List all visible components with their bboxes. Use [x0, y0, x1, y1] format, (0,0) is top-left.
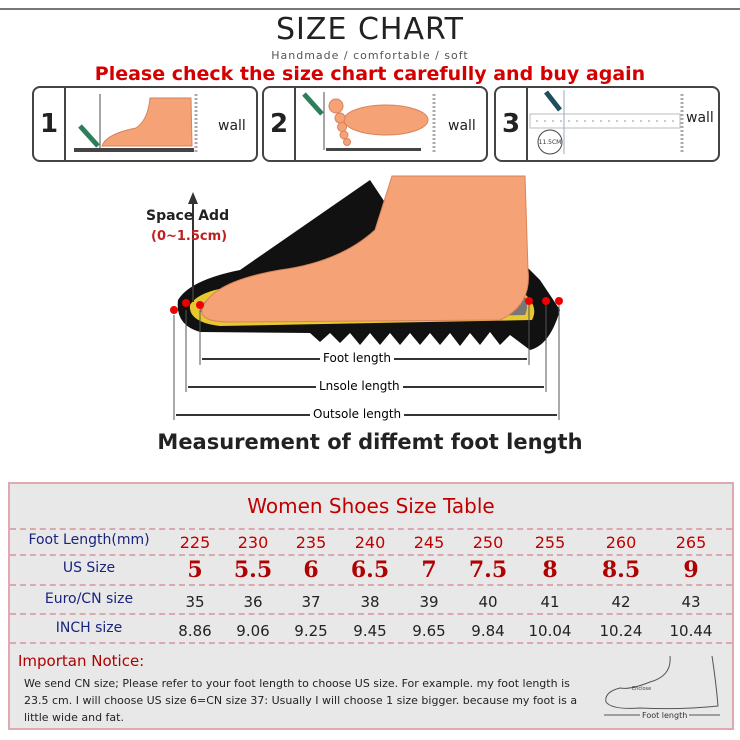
table-cell: 38: [360, 593, 380, 611]
table-cell: 245: [413, 533, 445, 552]
row-label: Euro/CN size: [44, 591, 134, 607]
step-number: 2: [264, 88, 296, 160]
row-label: US Size: [62, 560, 116, 576]
table-cell: 40: [478, 593, 498, 611]
table-cell: 9.25: [294, 622, 328, 640]
table-cell: 9.06: [236, 622, 270, 640]
notice-section: Importan Notice: We send CN size; Please…: [10, 642, 732, 730]
table-cell: 225: [179, 533, 211, 552]
table-cell: 42: [611, 593, 631, 611]
table-cell: 10.24: [599, 622, 643, 640]
wall-label: wall: [218, 118, 246, 134]
outsole-length-label: Outsole length: [310, 407, 405, 421]
space-add-label: Space Add: [146, 208, 230, 224]
table-cell: 35: [185, 593, 205, 611]
table-cell: 41: [540, 593, 560, 611]
table-cell: 6.5: [350, 557, 390, 583]
table-row-us-size: US Size 5 5.5 6 6.5 7 7.5 8 8.5 9: [10, 554, 732, 585]
table-cell: 250: [472, 533, 504, 552]
step-1-panel: 1 wall: [32, 86, 258, 162]
foot-sketch-icon: Enclose: [604, 655, 720, 716]
table-cell: 10.04: [528, 622, 572, 640]
table-cell: 43: [681, 593, 701, 611]
table-cell: 7: [421, 557, 437, 583]
warning-text: Please check the size chart carefully an…: [94, 63, 646, 85]
table-cell: 265: [675, 533, 707, 552]
table-cell: 36: [243, 593, 263, 611]
notice-title: Importan Notice:: [18, 652, 145, 670]
table-cell: 5.5: [233, 557, 273, 583]
table-title: Women Shoes Size Table: [247, 494, 495, 518]
wall-label: wall: [448, 118, 476, 134]
table-row-inch-size: INCH size 8.86 9.06 9.25 9.45 9.65 9.84 10.04 1…: [10, 613, 732, 643]
row-label: INCH size: [55, 620, 123, 636]
space-range-label: (0~1.5cm): [151, 229, 228, 244]
shoe-foot-illustration: [170, 175, 563, 420]
table-cell: 39: [419, 593, 439, 611]
enclose-label: Enclose: [632, 686, 651, 692]
wall-label: wall: [686, 110, 714, 126]
table-cell: 9: [683, 557, 699, 583]
foot-side-icon: [74, 94, 198, 152]
table-cell: 5: [187, 557, 203, 583]
step-number: 1: [34, 88, 66, 160]
table-cell: 9.45: [353, 622, 387, 640]
foot-top-icon: [302, 92, 436, 152]
table-cell: 8.5: [601, 557, 641, 583]
step-number: 3: [496, 88, 528, 160]
foot-length-label: Foot length: [320, 351, 394, 365]
table-row-foot-length: Foot Length(mm) 225 230 235 240 245 250 255 260…: [10, 528, 732, 555]
table-cell: 9.65: [412, 622, 446, 640]
table-cell: 240: [354, 533, 386, 552]
size-table: Women Shoes Size Table Foot Length(mm) 2…: [8, 482, 734, 730]
table-cell: 8.86: [178, 622, 212, 640]
table-cell: 6: [303, 557, 319, 583]
ruler-icon: 11.5CM: [529, 90, 684, 155]
row-label: Foot Length(mm): [28, 532, 150, 548]
diagram-caption: Measurement of diffemt foot length: [157, 430, 583, 454]
step-3-panel: 3 11.5CM wall: [494, 86, 720, 162]
table-row-euro-size: Euro/CN size 35 36 37 38 39 40 41 42 43: [10, 584, 732, 614]
table-cell: 8: [542, 557, 558, 583]
notice-text: We send CN size; Please refer to your fo…: [24, 677, 578, 724]
foot-length-sketch-label: Foot length: [640, 711, 690, 720]
table-cell: 235: [295, 533, 327, 552]
table-cell: 255: [534, 533, 566, 552]
table-cell: 260: [605, 533, 637, 552]
circle-label: 11.5CM: [539, 139, 562, 146]
table-cell: 230: [237, 533, 269, 552]
table-cell: 10.44: [669, 622, 713, 640]
table-cell: 37: [301, 593, 321, 611]
step-2-panel: 2 wall: [262, 86, 488, 162]
subtitle: Handmade / comfortable / soft: [271, 49, 469, 62]
insole-length-label: Lnsole length: [316, 379, 403, 393]
page-title: SIZE CHART: [276, 12, 464, 47]
top-rule: [0, 8, 740, 10]
table-cell: 9.84: [471, 622, 505, 640]
table-cell: 7.5: [468, 557, 508, 583]
